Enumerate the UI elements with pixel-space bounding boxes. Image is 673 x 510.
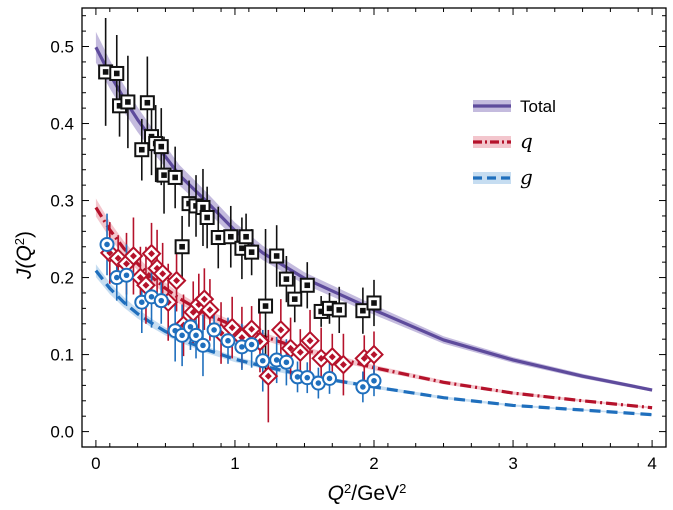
legend: Total qg — [473, 97, 556, 189]
data-point-g-center — [200, 342, 206, 349]
data-point-g-center — [225, 337, 231, 344]
data-point-g-center — [158, 297, 165, 304]
data-point-g-center — [371, 377, 377, 384]
data-point-g-center — [259, 357, 266, 364]
y-tick-label: 0.3 — [50, 192, 74, 211]
y-tick-label: 0.2 — [50, 269, 74, 288]
data-point-total-center — [158, 143, 165, 150]
data-point-q-center — [328, 353, 336, 361]
data-point-g-center — [239, 344, 245, 350]
data-point-total-center — [318, 308, 324, 315]
data-point-g-center — [315, 380, 322, 386]
data-point-total-center — [204, 214, 210, 221]
data-point-q-center — [287, 344, 295, 352]
data-point-g-center — [113, 274, 120, 281]
data-point-q-center — [296, 348, 304, 356]
data-point-g-center — [211, 327, 217, 333]
y-tick-label: 0.4 — [50, 115, 74, 134]
data-point-total-center — [172, 174, 178, 181]
data-point-total-center — [248, 249, 255, 255]
data-point-total-center — [283, 276, 290, 282]
data-point-q-center — [173, 277, 181, 285]
data-point-q-center — [306, 337, 314, 345]
data-point-g-center — [294, 374, 301, 380]
data-point-q-center — [339, 361, 347, 369]
data-point-g-center — [187, 324, 194, 330]
data-point-q-center — [206, 306, 214, 314]
data-point-g-center — [179, 332, 185, 339]
y-axis-title: J(Q2) — [12, 231, 37, 280]
data-point-total-center — [291, 296, 298, 302]
data-point-g-center — [360, 384, 366, 390]
data-point-total-center — [138, 146, 145, 153]
data-point-g-center — [193, 332, 199, 339]
data-point-g-center — [123, 272, 130, 279]
data-point-q-center — [360, 354, 368, 362]
data-point-q-center — [228, 324, 236, 332]
data-point-total-center — [371, 300, 377, 306]
data-point-total-center — [336, 307, 343, 313]
y-tick-label: 0.5 — [50, 38, 74, 57]
data-point-g-center — [138, 299, 145, 306]
x-tick-label: 4 — [647, 454, 656, 473]
data-point-q-center — [122, 260, 130, 268]
data-point-total-center — [243, 233, 249, 240]
data-point-q-center — [370, 351, 378, 359]
x-tick-label: 1 — [230, 454, 239, 473]
data-point-q-center — [264, 372, 272, 380]
data-point-total-center — [360, 307, 366, 314]
data-point-total-center — [102, 69, 109, 75]
legend-label: g — [520, 165, 533, 189]
data-point-total-center — [262, 303, 269, 309]
data-markers — [98, 64, 384, 395]
x-tick-label: 0 — [91, 454, 100, 473]
data-point-total-center — [227, 233, 234, 240]
data-point-total-center — [116, 103, 123, 109]
data-point-total-center — [113, 70, 120, 77]
data-point-total-center — [144, 99, 151, 106]
data-point-q-center — [114, 254, 122, 262]
data-point-total-center — [200, 204, 206, 211]
data-point-g-center — [273, 357, 280, 363]
data-point-q-center — [238, 334, 246, 342]
data-point-q-center — [148, 250, 156, 258]
data-point-q-center — [200, 295, 208, 303]
data-point-total-center — [273, 253, 280, 259]
axis-ticks: 0 1 2 3 4 0.0 0.1 0.2 0.3 0.4 0.5 — [50, 8, 667, 473]
data-point-q-center — [248, 325, 256, 333]
y-tick-label: 0.1 — [50, 346, 74, 365]
data-point-g-center — [304, 374, 311, 381]
data-point-total-center — [215, 234, 222, 241]
x-tick-label: 3 — [508, 454, 517, 473]
data-point-total-center — [239, 245, 245, 252]
y-tick-label: 0.0 — [50, 423, 74, 442]
legend-label: q — [520, 129, 533, 153]
legend-label: Total — [520, 97, 556, 116]
data-point-g-center — [326, 375, 333, 382]
data-point-g-center — [283, 359, 290, 366]
data-point-q-center — [277, 326, 285, 334]
data-point-q-center — [142, 281, 150, 289]
data-point-q-center — [129, 252, 137, 260]
x-tick-label: 2 — [369, 454, 378, 473]
data-point-total-center — [179, 243, 185, 250]
x-axis-title: Q2/GeV2 — [328, 481, 407, 506]
data-point-total-center — [326, 305, 333, 312]
data-point-q-center — [159, 270, 167, 278]
data-point-total-center — [161, 172, 167, 178]
data-point-total-center — [125, 99, 131, 105]
data-point-total-center — [304, 282, 311, 289]
data-point-g-center — [104, 241, 110, 248]
data-point-g-center — [248, 341, 255, 348]
data-point-g-center — [148, 294, 155, 300]
